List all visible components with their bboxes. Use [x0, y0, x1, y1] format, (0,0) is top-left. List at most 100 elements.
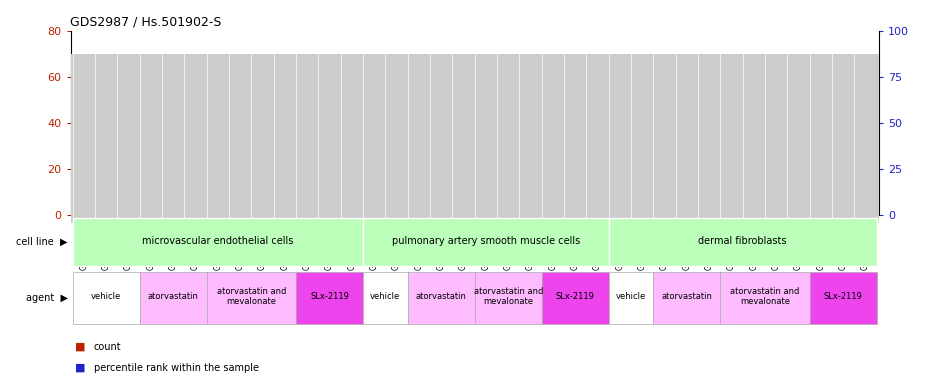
Point [478, 210, 494, 216]
Point [724, 203, 739, 209]
Text: atorvastatin: atorvastatin [662, 292, 713, 301]
Bar [72, 272, 140, 323]
Text: percentile rank within the sample: percentile rank within the sample [94, 363, 259, 373]
Bar [296, 272, 363, 323]
Bar [653, 272, 720, 323]
Bar [279, 190, 290, 215]
Text: atorvastatin and
mevalonate: atorvastatin and mevalonate [730, 287, 800, 306]
Text: atorvastatin and
mevalonate: atorvastatin and mevalonate [217, 287, 286, 306]
Bar [123, 206, 134, 215]
Bar [547, 213, 558, 215]
Point [300, 153, 315, 159]
Bar [636, 213, 648, 215]
Bar [78, 210, 89, 215]
Point [188, 210, 203, 216]
Bar [720, 272, 809, 323]
Bar [609, 218, 877, 266]
Text: vehicle: vehicle [370, 292, 400, 301]
Point [836, 166, 851, 172]
Bar [480, 194, 492, 215]
Point [433, 114, 448, 121]
Point [568, 195, 583, 202]
Text: ■: ■ [75, 363, 86, 373]
Bar [212, 187, 224, 215]
Point [389, 190, 404, 196]
Text: vehicle: vehicle [616, 292, 646, 301]
Bar [815, 208, 826, 215]
Text: pulmonary artery smooth muscle cells: pulmonary artery smooth muscle cells [392, 236, 580, 246]
Bar [235, 187, 245, 215]
Bar [541, 272, 609, 323]
Point [277, 180, 292, 187]
Point [523, 182, 538, 189]
Bar [614, 213, 625, 215]
Point [590, 210, 605, 216]
Bar [592, 208, 603, 215]
Bar [809, 272, 877, 323]
Bar [726, 213, 737, 215]
Bar [363, 272, 408, 323]
Bar [414, 116, 425, 215]
Bar [146, 206, 156, 215]
Bar [363, 218, 609, 266]
Text: microvascular endothelial cells: microvascular endothelial cells [142, 236, 293, 246]
Bar [346, 125, 357, 215]
Bar [748, 201, 760, 215]
Point [813, 175, 828, 181]
Text: SLx-2119: SLx-2119 [556, 292, 595, 301]
Point [412, 131, 427, 137]
Text: vehicle: vehicle [91, 292, 121, 301]
Point [657, 210, 672, 216]
Point [144, 203, 159, 209]
Point [501, 207, 516, 213]
Bar [682, 213, 693, 215]
Point [121, 199, 136, 205]
Bar [302, 157, 313, 215]
Point [344, 159, 359, 165]
Point [680, 208, 695, 214]
Point [211, 175, 226, 181]
Point [233, 151, 248, 157]
Bar [207, 272, 296, 323]
Bar [704, 213, 714, 215]
Point [76, 195, 91, 202]
Point [367, 210, 382, 216]
Bar [435, 70, 446, 215]
Bar [391, 194, 402, 215]
Bar [257, 213, 268, 215]
Bar [72, 218, 363, 266]
Point [612, 208, 627, 214]
Bar [190, 213, 201, 215]
Text: count: count [94, 342, 121, 352]
Point [858, 186, 873, 192]
Bar [324, 157, 336, 215]
Bar [570, 204, 581, 215]
Point [769, 175, 784, 181]
Bar [609, 272, 653, 323]
Text: atorvastatin: atorvastatin [415, 292, 466, 301]
Point [165, 151, 180, 157]
Text: GDS2987 / Hs.501902-S: GDS2987 / Hs.501902-S [70, 15, 222, 28]
Bar [475, 272, 541, 323]
Bar [167, 171, 179, 215]
Bar [525, 210, 536, 215]
Text: dermal fibroblasts: dermal fibroblasts [698, 236, 787, 246]
Text: cell line  ▶: cell line ▶ [16, 237, 68, 247]
Bar [793, 206, 804, 215]
Bar [771, 199, 782, 215]
Bar [140, 272, 207, 323]
Text: SLx-2119: SLx-2119 [310, 292, 349, 301]
Text: ■: ■ [75, 342, 86, 352]
Point [701, 210, 716, 216]
Bar [503, 213, 514, 215]
Point [255, 208, 270, 214]
Bar [101, 155, 112, 215]
Text: agent  ▶: agent ▶ [25, 293, 68, 303]
Point [99, 133, 114, 139]
Bar [368, 160, 380, 215]
Point [545, 207, 560, 213]
Bar [838, 167, 849, 215]
Point [746, 207, 761, 213]
Point [634, 208, 650, 214]
Text: SLx-2119: SLx-2119 [823, 292, 863, 301]
